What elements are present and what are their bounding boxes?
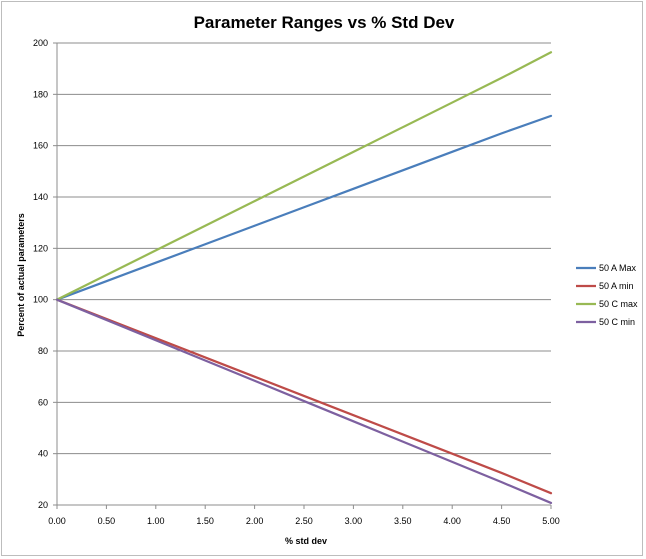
x-tick-label: 4.00 — [443, 516, 461, 526]
x-tick-label: 0.00 — [48, 516, 66, 526]
y-tick-label: 200 — [33, 38, 48, 48]
tick-labels: 20 40 60 80 100 120 140 160 180 200 0.00 0.50 1.00 1.… — [33, 38, 560, 526]
y-tick-label: 40 — [38, 449, 48, 459]
y-tick-label: 60 — [38, 397, 48, 407]
series-line-3 — [55, 51, 553, 301]
y-tick-label: 120 — [33, 243, 48, 253]
legend-label: 50 C min — [599, 317, 635, 327]
legend-label: 50 A Max — [599, 263, 637, 273]
legend-label: 50 A min — [599, 281, 634, 291]
y-tick-label: 100 — [33, 295, 48, 305]
y-tick-label: 180 — [33, 89, 48, 99]
gridlines — [57, 42, 551, 506]
series-line-2 — [55, 298, 553, 495]
y-tick-label: 20 — [38, 500, 48, 510]
x-tick-label: 1.00 — [147, 516, 165, 526]
y-tick-label: 140 — [33, 192, 48, 202]
series-line-4 — [55, 298, 553, 505]
series-line-1 — [55, 114, 553, 301]
x-tick-label: 3.00 — [345, 516, 363, 526]
x-tick-label: 1.50 — [196, 516, 214, 526]
axes — [53, 42, 552, 509]
legend-label: 50 C max — [599, 299, 638, 309]
x-tick-label: 3.50 — [394, 516, 412, 526]
series-lines — [55, 51, 553, 505]
chart-title: Parameter Ranges vs % Std Dev — [194, 13, 455, 32]
x-axis-title: % std dev — [285, 536, 327, 546]
x-tick-label: 5.00 — [542, 516, 560, 526]
legend: 50 A Max 50 A min 50 C max 50 C min — [576, 263, 638, 327]
x-tick-label: 0.50 — [98, 516, 116, 526]
y-tick-label: 80 — [38, 346, 48, 356]
x-tick-label: 2.00 — [246, 516, 264, 526]
y-axis-title: Percent of actual parameters — [16, 213, 26, 337]
x-tick-label: 2.50 — [295, 516, 313, 526]
x-tick-label: 4.50 — [493, 516, 511, 526]
y-tick-label: 160 — [33, 141, 48, 151]
